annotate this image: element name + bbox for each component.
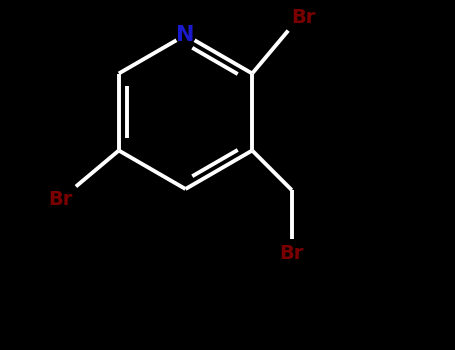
Text: N: N (176, 25, 195, 45)
Text: Br: Br (279, 244, 304, 263)
Text: Br: Br (292, 8, 316, 27)
Circle shape (176, 25, 195, 45)
Text: Br: Br (48, 190, 72, 209)
